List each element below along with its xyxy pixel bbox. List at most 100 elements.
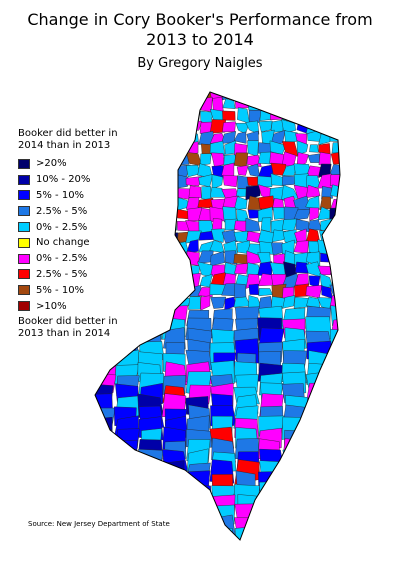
municipality — [113, 110, 130, 123]
municipality — [306, 461, 332, 481]
municipality — [344, 86, 357, 100]
municipality — [186, 92, 203, 102]
municipality — [330, 219, 340, 234]
municipality — [320, 252, 332, 263]
municipality — [329, 440, 340, 459]
municipality — [257, 528, 283, 540]
legend-label: >10% — [36, 300, 67, 312]
municipality — [305, 525, 330, 540]
municipality — [138, 272, 154, 287]
municipality — [329, 338, 340, 361]
municipality — [164, 209, 176, 221]
municipality — [281, 119, 296, 134]
municipality — [165, 141, 179, 157]
map-title: Change in Cory Booker's Performance from… — [27, 10, 373, 49]
municipality — [308, 472, 330, 494]
municipality — [295, 107, 311, 122]
municipality — [201, 186, 212, 201]
municipality — [317, 239, 335, 255]
municipality — [321, 185, 333, 200]
municipality — [346, 251, 357, 263]
legend-swatch — [18, 285, 30, 296]
municipality — [272, 229, 287, 243]
municipality — [329, 242, 340, 255]
municipality — [173, 142, 189, 156]
municipality — [161, 109, 178, 120]
municipality — [309, 144, 319, 153]
municipality — [164, 175, 176, 187]
municipality — [317, 119, 335, 135]
municipality — [293, 208, 311, 221]
municipality — [173, 273, 189, 289]
municipality — [138, 162, 155, 178]
municipality — [269, 262, 286, 277]
municipality — [152, 92, 164, 101]
municipality — [95, 438, 113, 462]
municipality — [189, 99, 200, 112]
municipality — [329, 459, 340, 485]
municipality — [222, 174, 238, 188]
municipality — [164, 284, 176, 299]
municipality — [294, 92, 309, 100]
municipality — [126, 92, 141, 99]
municipality — [329, 472, 340, 496]
municipality — [271, 296, 287, 310]
municipality — [317, 96, 332, 110]
municipality — [164, 129, 179, 143]
municipality — [149, 120, 165, 132]
municipality — [344, 187, 357, 198]
municipality — [309, 415, 331, 440]
municipality — [186, 538, 213, 540]
municipality — [175, 130, 190, 146]
municipality — [149, 142, 166, 156]
municipality — [177, 121, 191, 131]
municipality — [296, 140, 309, 156]
municipality — [245, 120, 260, 135]
municipality — [307, 219, 323, 231]
municipality — [305, 195, 320, 210]
municipality — [198, 230, 214, 241]
municipality — [161, 265, 177, 278]
municipality — [138, 196, 155, 209]
municipality — [319, 92, 335, 100]
municipality — [173, 264, 191, 276]
municipality — [149, 107, 167, 122]
legend-swatch — [18, 206, 30, 217]
municipality — [95, 462, 115, 484]
municipality — [189, 483, 212, 507]
municipality — [95, 481, 117, 504]
municipality — [329, 451, 340, 471]
municipality — [281, 461, 308, 483]
municipality — [161, 120, 178, 134]
municipality — [257, 175, 274, 188]
municipality — [161, 218, 177, 231]
municipality — [308, 426, 332, 450]
municipality — [343, 285, 357, 297]
legend-item: 5% - 10% — [18, 282, 133, 298]
municipality — [163, 92, 178, 100]
municipality — [294, 99, 310, 109]
municipality — [186, 517, 212, 540]
municipality — [329, 420, 340, 437]
municipality — [345, 142, 356, 156]
municipality — [174, 92, 190, 101]
municipality — [161, 164, 178, 178]
municipality — [210, 228, 225, 243]
municipality — [95, 538, 114, 540]
municipality — [332, 427, 340, 450]
municipality — [284, 526, 308, 540]
legend-item: 0% - 2.5% — [18, 251, 133, 267]
municipality — [95, 472, 114, 495]
municipality — [113, 472, 141, 493]
municipality — [114, 525, 140, 540]
municipality — [309, 207, 320, 221]
municipality — [150, 241, 164, 256]
municipality — [174, 97, 191, 113]
municipality — [222, 121, 236, 133]
municipality — [305, 97, 321, 113]
municipality — [234, 263, 249, 275]
municipality — [233, 152, 249, 168]
municipality — [330, 484, 340, 506]
municipality — [200, 295, 211, 311]
legend: Booker did better in 2014 than in 2013 >… — [18, 128, 133, 344]
